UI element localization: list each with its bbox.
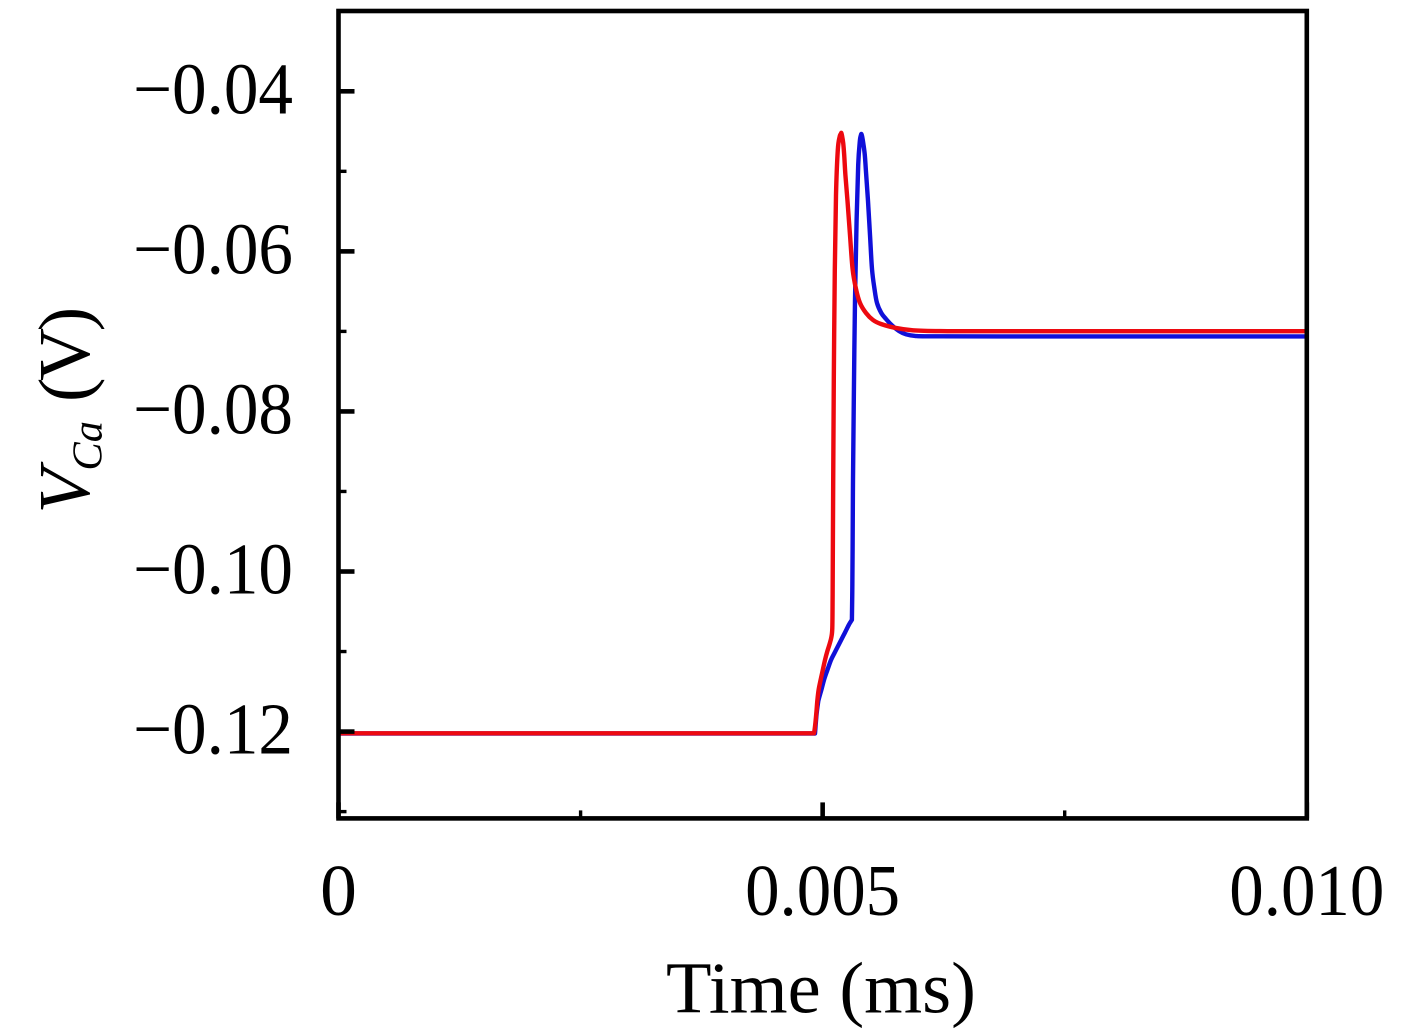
svg-text:Time (ms): Time (ms)	[666, 947, 976, 1028]
svg-text:−0.06: −0.06	[133, 208, 293, 289]
svg-text:−0.12: −0.12	[133, 689, 293, 770]
svg-text:−0.08: −0.08	[133, 368, 293, 449]
svg-text:−0.04: −0.04	[133, 48, 293, 129]
svg-text:−0.10: −0.10	[133, 529, 293, 610]
svg-text:VCa(V): VCa(V)	[24, 309, 112, 513]
svg-text:0.010: 0.010	[1229, 850, 1384, 931]
svg-text:0.005: 0.005	[745, 850, 900, 931]
svg-text:0: 0	[320, 850, 357, 931]
